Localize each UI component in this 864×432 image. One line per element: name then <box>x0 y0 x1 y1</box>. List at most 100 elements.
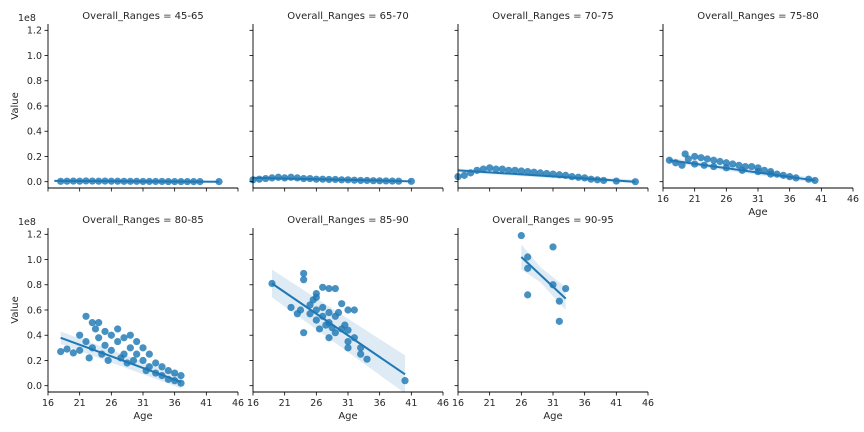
data-point <box>319 283 327 291</box>
facet-panel: 0.0 0.2 0.4 0.6 0.8 1.0 1.2 16 21 26 31 36 41 46 Overa… <box>10 215 244 422</box>
data-point <box>95 334 103 342</box>
data-point <box>319 312 327 320</box>
x-tick-label: 36 <box>784 194 796 205</box>
data-point <box>315 325 324 333</box>
data-point <box>722 159 730 167</box>
data-point <box>88 319 96 327</box>
data-point <box>684 155 692 163</box>
x-tick-label: 21 <box>74 398 86 409</box>
panel-title: Overall_Ranges = 45-65 <box>82 11 203 22</box>
data-point <box>338 300 346 308</box>
data-point <box>82 312 90 320</box>
data-point <box>492 165 500 173</box>
x-tick-label: 36 <box>169 398 181 409</box>
x-tick-label: 41 <box>200 398 212 409</box>
y-axis-label: Value <box>10 92 21 119</box>
panel-title: Overall_Ranges = 85-90 <box>287 215 408 226</box>
panel-title: Overall_Ranges = 80-85 <box>82 215 203 226</box>
data-point <box>82 337 90 346</box>
data-point <box>555 317 563 325</box>
y-tick-label: 0.2 <box>27 356 42 367</box>
data-point <box>312 316 320 324</box>
data-point <box>300 269 308 278</box>
x-tick-label: 46 <box>232 398 244 409</box>
facet-panel: Overall_Ranges = 65-70 <box>249 11 444 192</box>
x-tick-label: 26 <box>515 398 527 409</box>
x-tick-label: 21 <box>689 194 701 205</box>
data-point <box>171 369 179 377</box>
data-point <box>114 325 122 333</box>
data-point <box>63 345 71 353</box>
data-point <box>524 253 532 261</box>
facet-panel: Overall_Ranges = 70-75 <box>454 11 649 192</box>
data-point <box>760 166 768 174</box>
data-point <box>133 337 141 346</box>
x-tick-label: 26 <box>720 194 732 205</box>
y-tick-label: 1.2 <box>27 230 42 241</box>
data-point <box>107 346 115 354</box>
x-tick-label: 21 <box>279 398 291 409</box>
data-point <box>325 334 333 342</box>
data-point <box>524 291 532 299</box>
data-point <box>139 344 147 352</box>
data-point <box>473 166 481 174</box>
data-point <box>401 377 409 385</box>
data-point <box>524 168 532 176</box>
y-tick-label: 0.6 <box>27 101 42 112</box>
y-tick-label: 0.2 <box>27 152 42 163</box>
data-point <box>678 161 686 169</box>
facet-panel: 16 21 26 31 36 41 46 Overall_Ranges = 75-80 Age <box>657 11 859 218</box>
facet-panel: 0.0 0.2 0.4 0.6 0.8 1.0 1.2 Overall_Ranges = 45… <box>10 11 239 192</box>
data-point <box>505 166 513 174</box>
data-point <box>104 356 112 365</box>
data-point <box>549 243 557 251</box>
data-point <box>344 344 352 352</box>
data-point <box>76 331 84 339</box>
y-tick-label: 0.8 <box>27 76 42 87</box>
x-axis-label: Age <box>748 207 767 218</box>
y-tick-label: 1.2 <box>27 26 42 37</box>
data-point <box>139 356 147 365</box>
data-point <box>133 350 141 358</box>
regression-line <box>54 179 220 183</box>
x-tick-label: 41 <box>815 194 827 205</box>
data-point <box>517 167 525 175</box>
x-tick-label: 21 <box>484 398 496 409</box>
data-point <box>126 331 134 339</box>
x-tick-label: 31 <box>752 194 764 205</box>
data-point <box>300 276 308 284</box>
data-point <box>129 356 138 365</box>
x-tick-label: 16 <box>452 398 464 409</box>
y-axis-label: Value <box>10 296 21 323</box>
data-point <box>511 166 519 174</box>
facet-panel: 16 21 26 31 36 41 46 Overall_Ranges = 90-95 Age <box>452 215 654 422</box>
data-point <box>101 341 109 349</box>
x-tick-label: 31 <box>342 398 354 409</box>
data-point <box>524 264 532 272</box>
data-point <box>57 348 65 356</box>
data-point <box>126 344 134 352</box>
y-tick-label: 0.4 <box>27 127 42 138</box>
x-tick-label: 31 <box>547 398 559 409</box>
data-point <box>555 297 563 305</box>
x-axis-label: Age <box>338 411 357 422</box>
panel-title: Overall_Ranges = 90-95 <box>492 215 613 226</box>
data-point <box>152 359 160 367</box>
x-tick-label: 41 <box>405 398 417 409</box>
data-point <box>562 284 570 293</box>
y-tick-label: 0.8 <box>27 280 42 291</box>
x-tick-label: 36 <box>579 398 591 409</box>
regression-line <box>60 336 182 383</box>
data-point <box>312 293 320 301</box>
data-point <box>85 354 93 362</box>
data-point <box>357 350 365 358</box>
x-tick-label: 41 <box>610 398 622 409</box>
data-point <box>164 366 172 375</box>
data-point <box>287 303 295 312</box>
regression-line <box>271 282 406 376</box>
facet-panels: 0.0 0.2 0.4 0.6 0.8 1.0 1.2 Overall_Ranges = 45… <box>10 11 859 422</box>
y-tick-label: 0.0 <box>27 177 42 188</box>
data-point <box>287 173 295 181</box>
data-point <box>729 160 737 168</box>
